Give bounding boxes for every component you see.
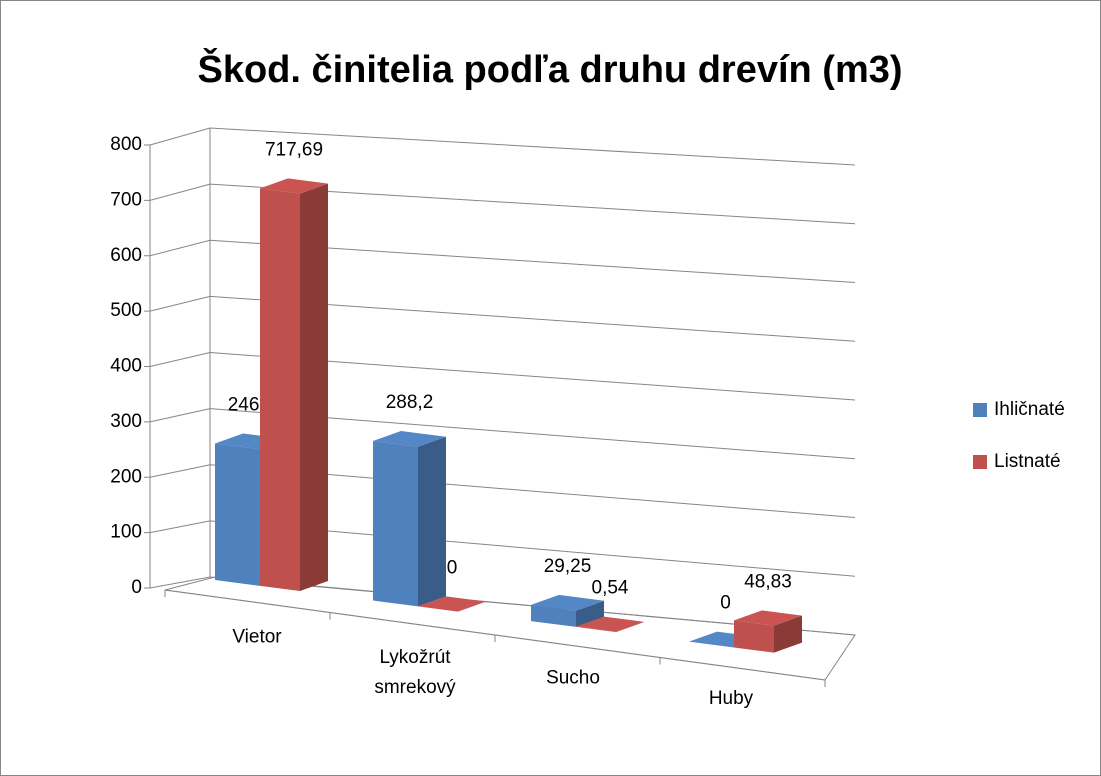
y-tick-label: 100	[110, 522, 142, 543]
value-label: 0	[447, 557, 458, 578]
y-tick-label: 700	[110, 189, 142, 210]
legend-swatch	[973, 455, 987, 469]
grid-line	[149, 464, 856, 518]
bar-side	[576, 600, 604, 627]
grid-line	[149, 408, 856, 460]
grid-line	[149, 239, 856, 283]
x-tick-label-line: Vietor	[232, 626, 282, 647]
bar-side	[616, 621, 644, 633]
grid-line	[149, 183, 856, 225]
legend-label: Ihličnaté	[994, 399, 1065, 420]
x-tick-label-line: Huby	[709, 688, 754, 709]
value-label: 717,69	[265, 139, 323, 160]
bar-side	[774, 615, 802, 653]
grid-line	[149, 520, 856, 577]
y-tick-label: 500	[110, 300, 142, 321]
bar-top	[576, 616, 644, 632]
bar-front	[260, 188, 300, 592]
x-tick-label: Huby	[709, 688, 754, 709]
chart-title: Škod. činitelia podľa druhu drevín (m3)	[197, 46, 902, 91]
bar-front	[373, 440, 418, 607]
value-label: 0,54	[592, 578, 629, 599]
y-tick-label: 400	[110, 356, 142, 377]
legend-label: Listnaté	[994, 451, 1061, 472]
x-tick-label: Sucho	[546, 668, 600, 689]
bar	[260, 178, 328, 592]
legend-swatch	[973, 403, 987, 417]
value-label: 29,25	[544, 556, 592, 577]
bar	[531, 594, 604, 627]
bar	[373, 430, 446, 607]
bar-top	[734, 610, 802, 626]
x-tick-label-line: Lykožrút	[379, 647, 451, 668]
y-tick-label: 800	[110, 134, 142, 155]
y-tick-label: 200	[110, 466, 142, 487]
bar	[418, 596, 486, 612]
value-label: 0	[720, 593, 731, 614]
bar	[576, 616, 644, 633]
bar-top	[531, 594, 604, 611]
bar-side	[418, 436, 446, 607]
y-tick-label: 300	[110, 411, 142, 432]
bar	[734, 610, 802, 653]
bar-top	[373, 430, 446, 447]
bar-front	[734, 620, 774, 653]
grid-line	[149, 351, 856, 401]
bar-front	[215, 443, 260, 586]
bar-side	[300, 183, 328, 592]
x-tick-label: Lykožrút smrekový	[374, 647, 456, 698]
x-tick-label-line: smrekový	[374, 677, 456, 698]
value-label: 288,2	[386, 392, 434, 413]
bar-front	[576, 626, 616, 633]
grid-line	[149, 127, 856, 166]
bar-front	[531, 604, 576, 627]
x-tick-label-line: Sucho	[546, 668, 600, 689]
x-tick-label: Vietor	[232, 626, 282, 647]
bar-top	[418, 596, 486, 612]
bar-top	[260, 178, 328, 194]
y-tick-label: 600	[110, 245, 142, 266]
grid-line	[149, 576, 856, 636]
grid-line	[149, 295, 856, 342]
y-tick-label: 0	[131, 577, 142, 598]
value-label: 48,83	[744, 571, 792, 592]
